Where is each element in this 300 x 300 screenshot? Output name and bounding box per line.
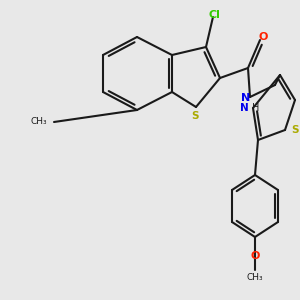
Text: N: N	[242, 93, 250, 103]
Text: O: O	[258, 32, 268, 42]
Text: CH₃: CH₃	[30, 116, 47, 125]
Text: S: S	[191, 111, 199, 121]
Text: O: O	[250, 251, 260, 261]
Text: N: N	[240, 103, 248, 113]
Text: S: S	[291, 125, 299, 135]
Text: H: H	[252, 103, 260, 113]
Text: Cl: Cl	[208, 10, 220, 20]
Text: CH₃: CH₃	[247, 274, 263, 283]
